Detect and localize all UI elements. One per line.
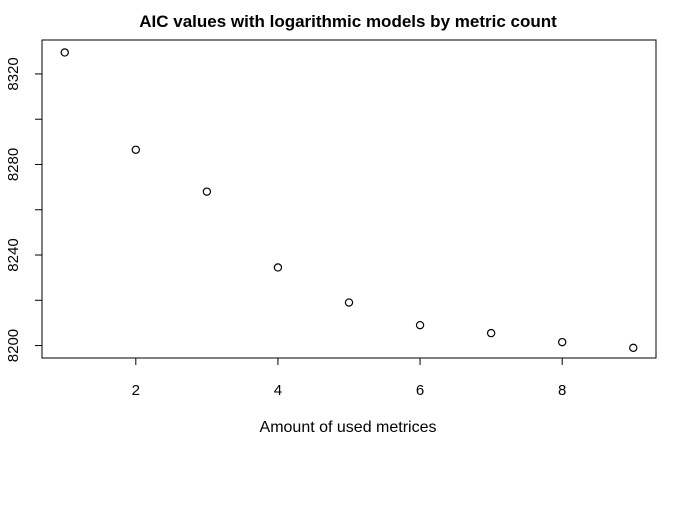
x-tick-label: 6: [416, 382, 424, 399]
data-point: [202, 187, 212, 196]
y-axis: 8200 8240 8280 8320: [5, 57, 42, 362]
data-point: [60, 48, 69, 57]
y-tick-label: 8280: [5, 148, 22, 181]
data-point: [557, 337, 567, 347]
y-tick-label: 8240: [5, 238, 22, 271]
data-point: [629, 343, 638, 353]
data-point: [486, 328, 496, 338]
x-tick-label: 4: [274, 382, 282, 399]
x-tick-label: 2: [132, 382, 140, 399]
x-axis: 2 4 6 8: [132, 358, 566, 399]
data-point: [415, 320, 425, 330]
data-point: [344, 298, 354, 307]
chart-title: AIC values with logarithmic models by me…: [139, 12, 557, 31]
x-axis-label: Amount of used metrices: [260, 419, 437, 436]
data-point: [273, 263, 283, 272]
y-tick-label: 8200: [5, 329, 22, 362]
data-points: [60, 48, 638, 353]
plot-frame: [41, 39, 657, 359]
data-point: [131, 145, 141, 154]
y-tick-label: 8320: [5, 57, 22, 90]
x-tick-label: 8: [558, 382, 566, 399]
